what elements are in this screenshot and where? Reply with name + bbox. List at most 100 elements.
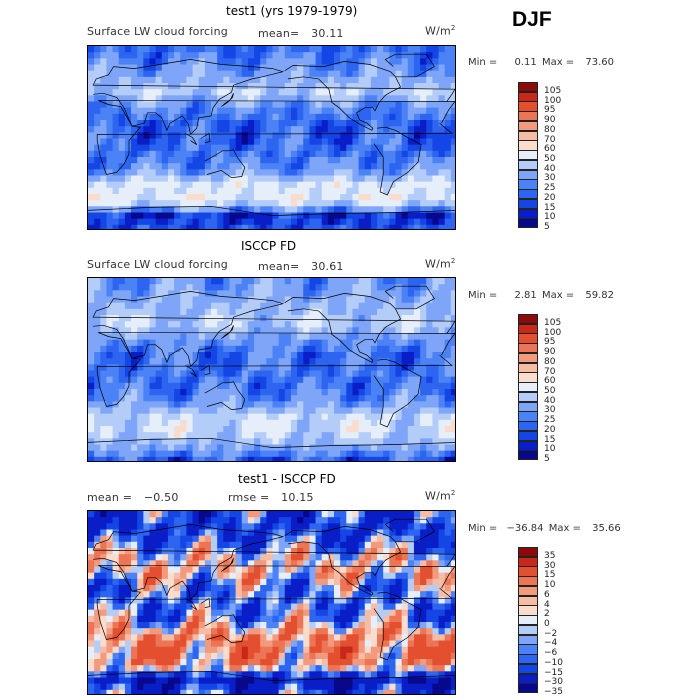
field-cell — [327, 206, 335, 214]
field-cell — [284, 58, 292, 66]
field-cell — [309, 308, 317, 316]
field-cell — [161, 126, 169, 133]
field-cell — [284, 308, 292, 316]
field-cell — [438, 591, 446, 598]
field-cell — [432, 554, 440, 561]
field-cell — [266, 382, 274, 390]
field-cell — [334, 603, 341, 611]
field-cell — [247, 187, 255, 195]
field-cell — [161, 609, 169, 617]
field-cell — [131, 622, 138, 629]
field-cell — [260, 376, 267, 384]
field-cell — [124, 628, 132, 635]
field-cell — [309, 83, 317, 90]
field-cell — [94, 175, 101, 183]
field-cell — [106, 76, 114, 84]
field-cell — [352, 95, 360, 103]
field-cell — [204, 70, 212, 78]
field-cell — [340, 144, 347, 152]
field-cell — [235, 376, 243, 384]
field-cell — [327, 358, 335, 365]
field-cell — [186, 389, 194, 396]
field-cell — [377, 206, 384, 214]
field-cell — [334, 382, 341, 390]
field-cell — [377, 597, 384, 605]
field-cell — [124, 83, 132, 90]
field-cell — [413, 376, 421, 384]
coastline — [384, 285, 435, 310]
field-cell — [204, 169, 212, 177]
field-cell — [407, 382, 415, 390]
field-cell — [192, 535, 200, 543]
field-cell — [260, 321, 267, 328]
field-cell — [278, 308, 286, 316]
field-cell — [309, 218, 317, 226]
field-cell — [100, 413, 108, 421]
field-cell — [278, 523, 286, 531]
field-cell — [364, 200, 372, 207]
field-cell — [143, 224, 151, 229]
field-cell — [401, 541, 409, 549]
field-cell — [438, 609, 446, 617]
field-cell — [358, 132, 366, 140]
field-cell — [223, 345, 231, 353]
field-cell — [358, 413, 366, 421]
field-cell — [137, 187, 144, 195]
season-label: DJF — [512, 8, 552, 31]
field-cell — [438, 622, 446, 629]
field-cell — [321, 163, 329, 170]
field-cell — [340, 187, 347, 195]
field-cell — [364, 206, 372, 214]
field-cell — [432, 132, 440, 140]
field-cell — [290, 609, 298, 617]
field-cell — [303, 101, 310, 109]
field-cell — [204, 529, 212, 537]
field-cell — [143, 46, 151, 53]
field-cell — [247, 296, 255, 304]
field-cell — [426, 107, 433, 115]
field-cell — [389, 389, 397, 396]
field-cell — [383, 150, 390, 158]
field-cell — [340, 572, 347, 580]
field-cell — [450, 218, 455, 226]
field-cell — [106, 419, 114, 427]
field-cell — [272, 566, 280, 574]
field-cell — [198, 224, 206, 229]
field-cell — [290, 120, 298, 127]
field-cell — [309, 46, 317, 53]
field-cell — [217, 345, 224, 353]
field-cell — [204, 517, 212, 524]
field-cell — [383, 382, 390, 390]
field-cell — [340, 578, 347, 586]
field-cell — [303, 150, 310, 158]
field-cell — [131, 52, 138, 59]
field-cell — [420, 120, 427, 127]
field-cell — [161, 389, 169, 396]
field-cell — [254, 206, 261, 214]
field-cell — [149, 120, 157, 127]
field-cell — [377, 591, 384, 598]
field-cell — [432, 364, 440, 372]
field-cell — [450, 284, 455, 291]
field-cell — [247, 144, 255, 152]
field-cell — [377, 150, 384, 158]
field-cell — [204, 591, 212, 598]
field-cell — [444, 163, 452, 170]
field-cell — [167, 64, 175, 72]
field-cell — [167, 511, 175, 518]
field-cell — [327, 296, 335, 304]
field-cell — [254, 382, 261, 390]
field-cell — [192, 187, 200, 195]
field-cell — [340, 224, 347, 229]
field-cell — [321, 95, 329, 103]
field-cell — [192, 572, 200, 580]
field-cell — [223, 290, 231, 298]
field-cell — [309, 407, 317, 415]
field-cell — [260, 554, 267, 561]
field-cell — [346, 284, 354, 291]
field-cell — [106, 345, 114, 353]
field-cell — [124, 389, 132, 396]
field-cell — [315, 438, 323, 446]
field-cell — [137, 218, 144, 226]
field-cell — [395, 615, 403, 623]
